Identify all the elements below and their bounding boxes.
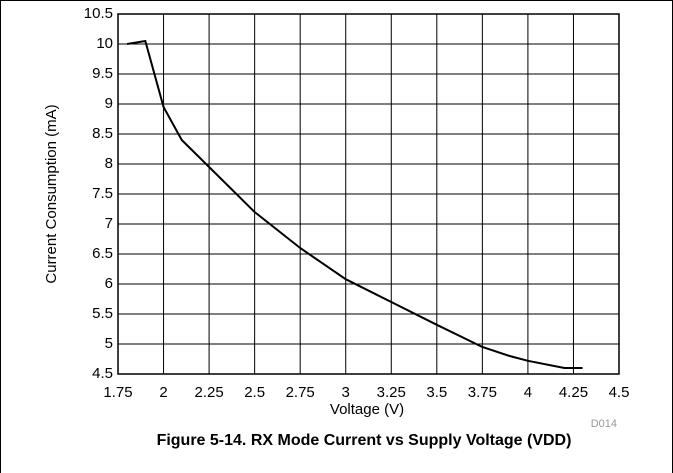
y-tick-label: 10 — [96, 35, 113, 52]
x-tick-label: 4 — [524, 384, 532, 401]
x-tick-label: 3.75 — [468, 384, 497, 401]
y-tick-label: 8.5 — [92, 125, 113, 142]
x-tick-label: 3 — [342, 384, 350, 401]
y-tick-label: 6.5 — [92, 245, 113, 262]
y-tick-label: 6 — [105, 275, 113, 292]
x-tick-label: 1.75 — [103, 384, 132, 401]
x-tick-label: 4.25 — [559, 384, 588, 401]
x-tick-label: 3.25 — [377, 384, 406, 401]
y-tick-label: 7 — [105, 215, 113, 232]
y-tick-label: 5 — [105, 335, 113, 352]
y-axis-label: Current Consumption (mA) — [43, 104, 60, 283]
y-tick-label: 5.5 — [92, 305, 113, 322]
plot-border — [117, 13, 620, 375]
y-tick-label: 4.5 — [92, 365, 113, 382]
x-tick-label: 2.75 — [286, 384, 315, 401]
figure-id: D014 — [591, 418, 617, 430]
x-tick-label: 3.5 — [426, 384, 447, 401]
x-tick-label: 2.5 — [244, 384, 265, 401]
y-tick-label: 10.5 — [84, 5, 113, 22]
caption: Figure 5-14. RX Mode Current vs Supply V… — [157, 432, 572, 449]
x-tick-label: 2 — [159, 384, 167, 401]
y-tick-label: 7.5 — [92, 185, 113, 202]
line — [126, 39, 583, 369]
x-tick-label: 4.5 — [609, 384, 630, 401]
y-tick-label: 8 — [105, 155, 113, 172]
x-tick-label: 2.25 — [194, 384, 223, 401]
y-tick-label: 9.5 — [92, 65, 113, 82]
x-axis-label: Voltage (V) — [330, 401, 404, 418]
y-tick-label: 9 — [105, 95, 113, 112]
